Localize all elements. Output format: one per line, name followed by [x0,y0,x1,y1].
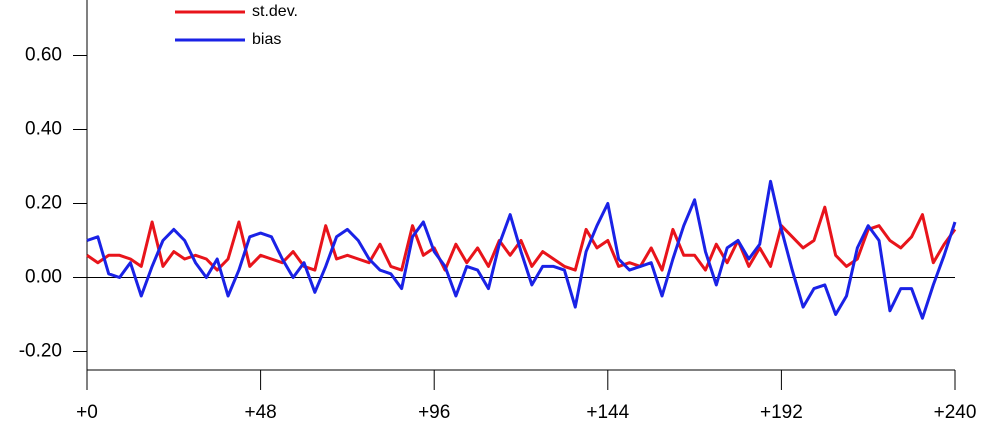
x-tick-label: +96 [418,402,450,423]
y-tick-label: 0.20 [25,193,62,214]
y-tick-label: 0.40 [25,119,62,140]
x-tick-label: +48 [244,402,276,423]
y-tick-label: 0.00 [25,267,62,288]
x-tick-label: +240 [934,402,977,423]
y-tick-label: -0.20 [19,341,62,362]
series-line [86,179,957,320]
x-tick-label: +144 [586,402,629,423]
legend-label: st.dev. [252,3,298,20]
series-line [86,205,957,272]
x-tick-label: +192 [760,402,803,423]
legend-label: bias [252,31,281,48]
y-tick-label: 0.60 [25,45,62,66]
x-tick-label: +0 [76,402,98,423]
